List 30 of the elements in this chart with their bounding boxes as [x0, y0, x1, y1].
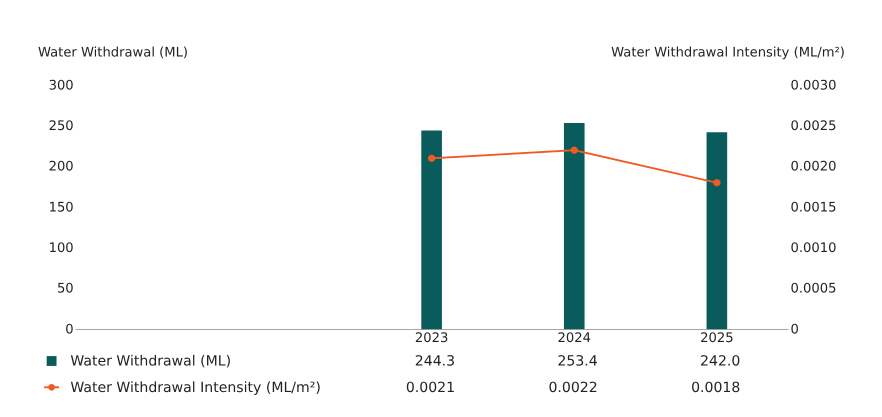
x-tick-label: 2025	[700, 330, 734, 346]
y-tick-label: 200	[48, 160, 74, 175]
data-label: 242.0	[700, 354, 740, 370]
y-axis-title: Water Withdrawal (ML)	[38, 46, 188, 61]
data-label: 0.0021	[406, 380, 456, 396]
y-tick-label: 50	[56, 282, 74, 297]
x-tick-label: 2023	[414, 330, 448, 346]
y-tick-label: 150	[48, 200, 74, 216]
y2-tick-label: 0.0020	[790, 160, 836, 175]
y2-tick-label: 0.0005	[790, 282, 836, 297]
y2-tick-label: 0.0010	[790, 241, 836, 256]
y-tick-label: 250	[48, 119, 74, 134]
data-label: 0.0018	[691, 380, 740, 396]
y2-tick-label: 0	[790, 322, 799, 338]
y-tick-label: 100	[48, 241, 74, 256]
data-label: 253.4	[557, 354, 598, 370]
x-tick-label: 2024	[558, 330, 591, 346]
y2-tick-label: 0.0025	[790, 119, 836, 134]
point	[713, 179, 720, 186]
legend-label: Water Withdrawal (ML)	[70, 354, 232, 370]
legend-label: Water Withdrawal Intensity (ML/m²)	[70, 380, 321, 396]
data-label: 244.3	[414, 354, 456, 370]
y2-tick-label: 0.0015	[790, 200, 836, 216]
data-label: 0.0022	[548, 380, 598, 396]
point	[428, 154, 436, 162]
y-tick-label: 0	[65, 322, 74, 338]
point	[570, 146, 578, 154]
y-tick-label: 300	[48, 78, 74, 94]
y2-tick-label: 0.0030	[790, 78, 836, 94]
y2-axis-title: Water Withdrawal Intensity (ML/m²)	[611, 46, 845, 61]
